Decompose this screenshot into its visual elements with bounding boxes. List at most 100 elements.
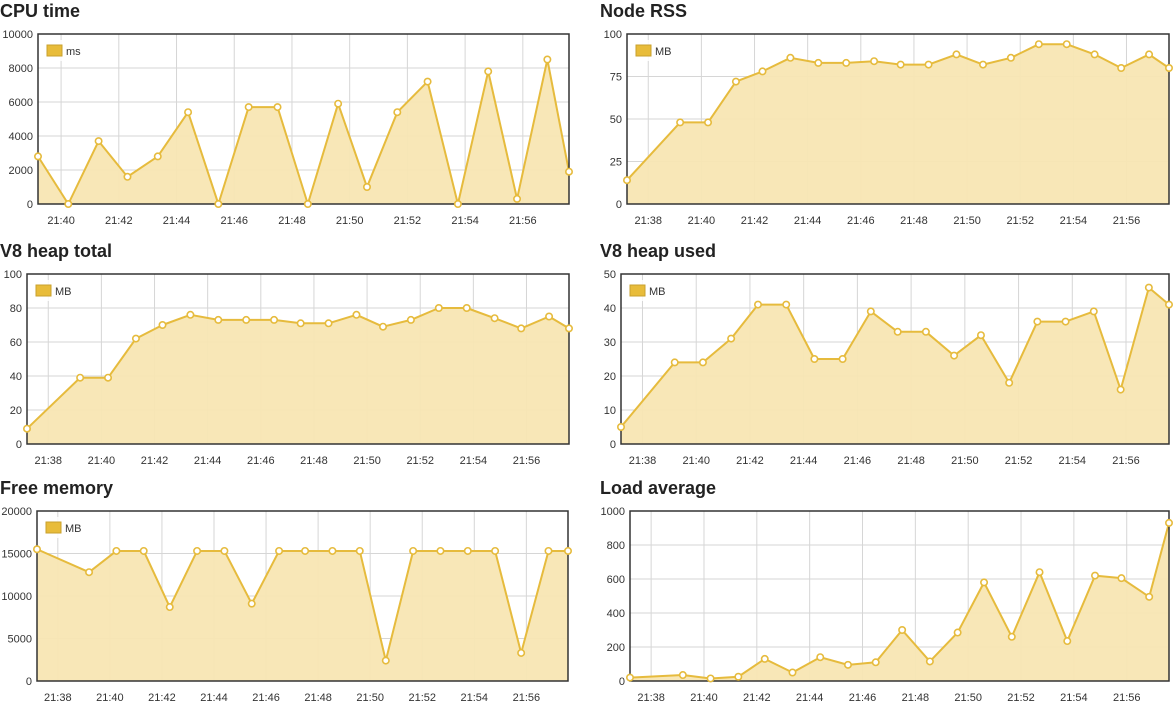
data-point bbox=[1164, 300, 1173, 309]
data-point bbox=[32, 545, 41, 554]
y-tick-label: 8000 bbox=[9, 63, 33, 75]
y-tick-label: 400 bbox=[607, 608, 625, 620]
y-tick-label: 50 bbox=[610, 114, 622, 126]
data-point bbox=[334, 99, 343, 108]
data-point bbox=[979, 60, 988, 69]
data-point bbox=[139, 546, 148, 555]
x-tick-label: 21:38 bbox=[629, 455, 657, 467]
legend-swatch bbox=[635, 44, 652, 57]
data-point bbox=[381, 656, 390, 665]
data-point bbox=[838, 355, 847, 364]
data-point bbox=[1089, 307, 1098, 316]
y-tick-label: 10 bbox=[604, 405, 616, 417]
data-point bbox=[1006, 53, 1015, 62]
x-tick-label: 21:48 bbox=[304, 692, 332, 704]
chart-title: V8 heap used bbox=[600, 241, 717, 261]
y-tick-label: 600 bbox=[607, 574, 625, 586]
x-tick-label: 21:42 bbox=[736, 455, 764, 467]
y-tick-label: 0 bbox=[26, 676, 32, 688]
data-points bbox=[625, 518, 1173, 683]
legend: MB bbox=[627, 280, 666, 301]
data-point bbox=[158, 321, 167, 330]
data-point bbox=[842, 58, 851, 67]
area-fill bbox=[621, 287, 1169, 444]
area-fill bbox=[27, 308, 569, 444]
y-tick-label: 100 bbox=[604, 29, 622, 41]
free-memory-chart: 0 5000 10000 15000 20000 21:38 21:40 21:42 21:44… bbox=[1, 506, 572, 704]
data-point bbox=[758, 67, 767, 76]
x-tick-label: 21:48 bbox=[902, 692, 930, 704]
x-tick-label: 21:56 bbox=[1113, 215, 1141, 227]
data-point bbox=[676, 118, 685, 127]
legend-label: MB bbox=[655, 46, 672, 58]
area-fill bbox=[627, 44, 1169, 205]
data-point bbox=[33, 152, 42, 161]
y-tick-label: 0 bbox=[27, 199, 33, 211]
data-point bbox=[1033, 317, 1042, 326]
y-tick-label: 100 bbox=[4, 269, 22, 281]
x-tick-label: 21:50 bbox=[353, 455, 381, 467]
legend: ms bbox=[44, 40, 82, 61]
y-tick-label: 4000 bbox=[9, 131, 33, 143]
data-point bbox=[1145, 50, 1154, 59]
chart-title: Node RSS bbox=[600, 1, 688, 21]
x-tick-label: 21:50 bbox=[954, 692, 982, 704]
x-tick-label: 21:52 bbox=[406, 455, 434, 467]
v8-heap-used-chart: 0 10 20 30 40 50 21:38 21:40 21:42 21:44 21:46 21:4… bbox=[604, 269, 1173, 467]
data-point bbox=[165, 603, 174, 612]
data-point bbox=[670, 358, 679, 367]
area-fill bbox=[630, 522, 1169, 681]
data-point bbox=[1091, 571, 1100, 580]
y-tick-label: 50 bbox=[604, 269, 616, 281]
y-tick-label: 0 bbox=[619, 676, 625, 688]
chart-panel-cpu-time: CPU time 0 2000 4000 6000 8000 10000 21:40 21:4… bbox=[0, 0, 573, 232]
x-tick-label: 21:54 bbox=[460, 455, 488, 467]
data-point bbox=[564, 324, 573, 333]
data-point bbox=[324, 319, 333, 328]
chart-title: Load average bbox=[600, 478, 717, 498]
chart-panel-v8-heap-total: V8 heap total 0 20 40 60 80 100 21:38 21:40 21:4… bbox=[0, 240, 573, 470]
y-tick-label: 200 bbox=[607, 642, 625, 654]
data-point bbox=[453, 200, 462, 209]
data-point bbox=[270, 315, 279, 324]
x-tick-label: 21:56 bbox=[513, 692, 541, 704]
data-point bbox=[727, 334, 736, 343]
data-point bbox=[193, 546, 202, 555]
y-tick-label: 10000 bbox=[1, 591, 32, 603]
y-tick-label: 800 bbox=[607, 540, 625, 552]
data-point bbox=[734, 672, 743, 681]
data-point bbox=[406, 315, 415, 324]
x-tick-label: 21:56 bbox=[1112, 455, 1140, 467]
data-point bbox=[423, 77, 432, 86]
data-points bbox=[22, 304, 573, 433]
data-point bbox=[870, 57, 879, 66]
data-point bbox=[76, 373, 85, 382]
x-tick-label: 21:42 bbox=[141, 455, 169, 467]
y-tick-label: 25 bbox=[610, 157, 622, 169]
data-point bbox=[123, 172, 132, 181]
chart-panel-load-average: Load average 0 200 400 600 800 1000 21:38 21:40… bbox=[600, 477, 1174, 711]
chart-panel-v8-heap-used: V8 heap used 0 10 20 30 40 50 21:38 21:40 21:42 2… bbox=[600, 240, 1174, 470]
x-tick-label: 21:54 bbox=[451, 215, 479, 227]
data-point bbox=[976, 331, 985, 340]
y-tick-label: 1000 bbox=[601, 506, 625, 518]
data-point bbox=[1116, 385, 1125, 394]
x-tick-label: 21:42 bbox=[741, 215, 769, 227]
x-tick-label: 21:46 bbox=[847, 215, 875, 227]
area-fill bbox=[37, 549, 568, 681]
data-point bbox=[434, 304, 443, 313]
data-point bbox=[463, 546, 472, 555]
x-tick-label: 21:46 bbox=[247, 455, 275, 467]
data-point bbox=[1063, 637, 1072, 646]
y-tick-label: 40 bbox=[604, 303, 616, 315]
y-tick-label: 30 bbox=[604, 337, 616, 349]
legend-label: MB bbox=[65, 523, 82, 535]
x-tick-label: 21:52 bbox=[408, 692, 436, 704]
data-point bbox=[622, 176, 631, 185]
legend-swatch bbox=[45, 521, 62, 534]
y-tick-label: 0 bbox=[616, 199, 622, 211]
x-tick-label: 21:52 bbox=[1005, 455, 1033, 467]
x-tick-label: 21:46 bbox=[844, 455, 872, 467]
data-point bbox=[816, 653, 825, 662]
data-point bbox=[754, 300, 763, 309]
